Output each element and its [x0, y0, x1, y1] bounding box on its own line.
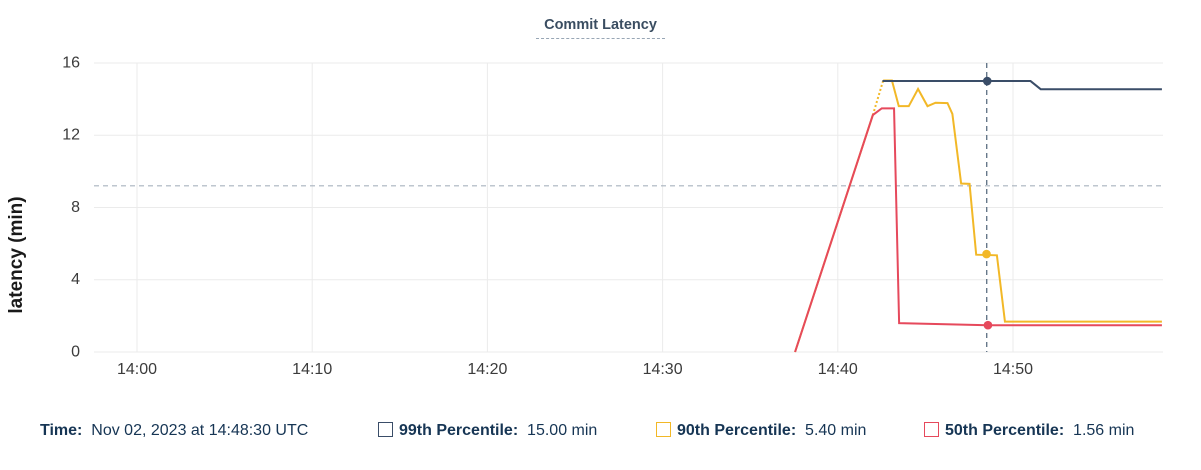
- svg-text:16: 16: [62, 55, 80, 72]
- svg-text:8: 8: [71, 199, 80, 216]
- svg-text:14:10: 14:10: [292, 361, 332, 378]
- svg-text:latency (min): latency (min): [6, 196, 27, 313]
- svg-text:14:40: 14:40: [818, 361, 858, 378]
- svg-text:0: 0: [71, 344, 80, 361]
- svg-text:14:00: 14:00: [117, 361, 157, 378]
- svg-text:14:20: 14:20: [467, 361, 507, 378]
- svg-text:12: 12: [62, 127, 80, 144]
- svg-text:14:50: 14:50: [993, 361, 1033, 378]
- svg-text:14:30: 14:30: [643, 361, 683, 378]
- svg-text:4: 4: [71, 271, 80, 288]
